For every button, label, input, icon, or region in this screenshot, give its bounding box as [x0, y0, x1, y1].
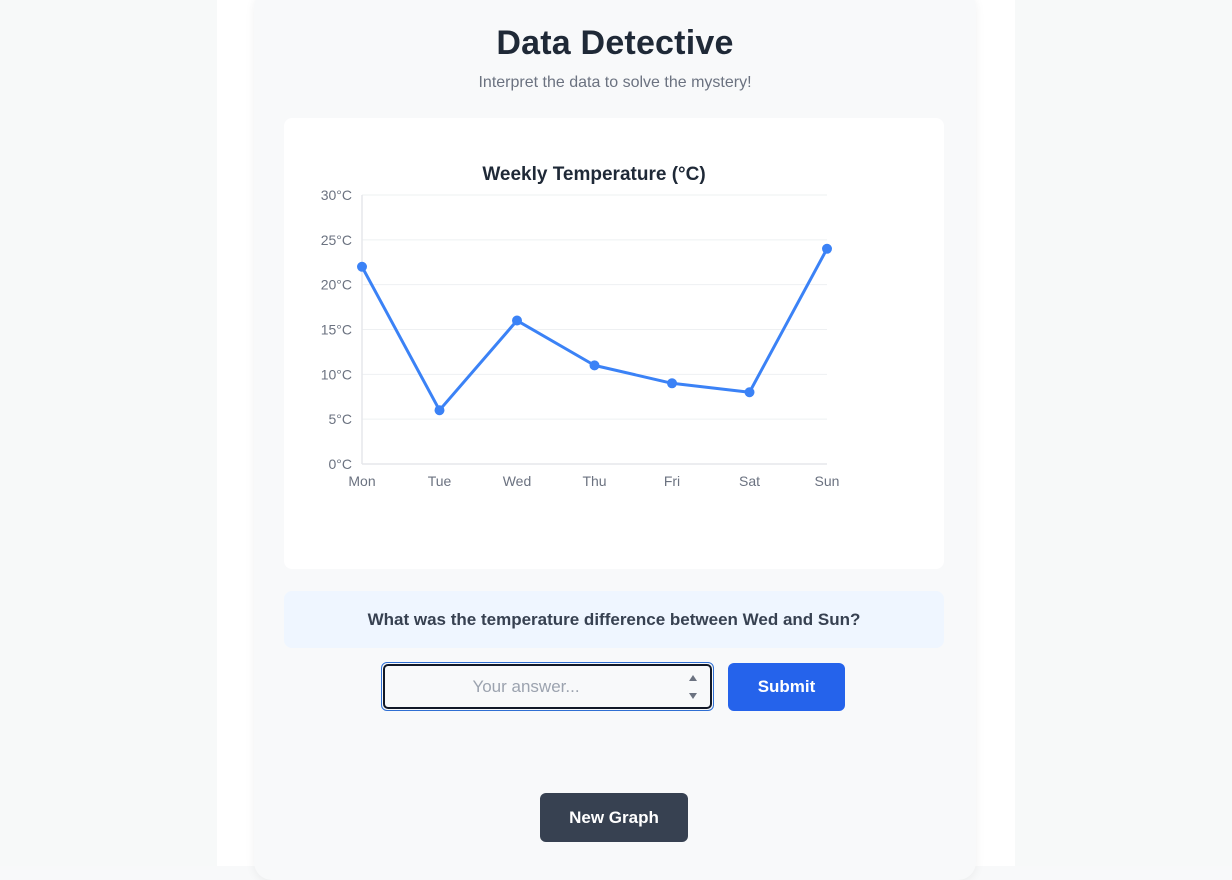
spin-up-icon[interactable]	[689, 675, 697, 681]
x-tick-label: Mon	[348, 473, 375, 489]
page-title: Data Detective	[496, 24, 734, 62]
data-point-sun	[822, 243, 832, 254]
data-points	[357, 243, 832, 416]
line-chart: Weekly Temperature (°C) 0°C 5°C 10°C 15°C 20…	[321, 164, 840, 489]
y-tick-label: 15°C	[321, 322, 352, 338]
new-graph-button[interactable]: New Graph	[540, 793, 688, 842]
spin-down-icon[interactable]	[689, 693, 697, 699]
submit-button[interactable]: Submit	[728, 663, 845, 711]
data-point-wed	[512, 315, 522, 326]
page-subtitle: Interpret the data to solve the mystery!	[478, 74, 752, 91]
question-box: What was the temperature difference betw…	[284, 591, 944, 648]
grid-lines	[362, 194, 827, 420]
data-point-tue	[434, 405, 445, 416]
y-tick-label: 30°C	[321, 187, 352, 203]
x-tick-label: Fri	[664, 473, 680, 489]
answer-input-focus-ring	[381, 662, 714, 711]
y-tick-label: 10°C	[321, 366, 352, 382]
chart-panel: Weekly Temperature (°C) 0°C 5°C 10°C 15°C 20…	[284, 118, 944, 569]
y-tick-labels: 0°C 5°C 10°C 15°C 20°C 25°C 30°C	[321, 187, 352, 472]
data-point-mon	[357, 261, 367, 272]
data-point-fri	[667, 378, 677, 389]
data-point-sat	[744, 387, 755, 398]
question-text: What was the temperature difference betw…	[367, 609, 861, 629]
x-tick-labels: Mon Tue Wed Thu Fri Sat Sun	[348, 473, 839, 489]
x-tick-label: Thu	[582, 473, 606, 489]
x-tick-label: Wed	[503, 473, 532, 489]
y-tick-label: 20°C	[321, 277, 352, 293]
y-tick-label: 0°C	[329, 456, 353, 472]
chart-title: Weekly Temperature (°C)	[482, 164, 705, 185]
x-tick-label: Tue	[428, 473, 452, 489]
axes	[361, 195, 827, 465]
number-spinner[interactable]	[687, 675, 699, 699]
answer-input[interactable]	[383, 664, 712, 709]
x-tick-label: Sat	[739, 473, 760, 489]
x-tick-label: Sun	[815, 473, 840, 489]
y-tick-label: 25°C	[321, 232, 352, 248]
y-tick-label: 5°C	[329, 411, 353, 427]
data-point-thu	[589, 360, 600, 371]
